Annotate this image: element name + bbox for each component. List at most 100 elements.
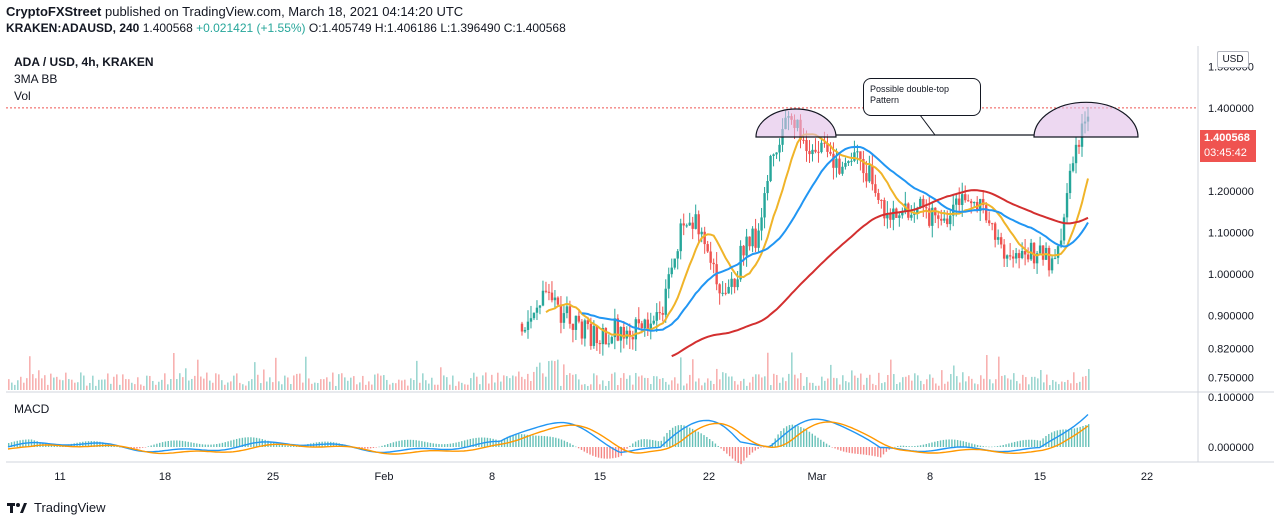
- candle-body: [718, 284, 721, 294]
- macd-histogram-bar: [834, 447, 836, 449]
- volume-bar: [1067, 379, 1069, 390]
- volume-bar: [887, 375, 889, 390]
- volume-bar: [935, 383, 937, 390]
- volume-bar: [851, 370, 853, 390]
- volume-bar: [986, 355, 988, 390]
- volume-bar: [989, 379, 991, 390]
- macd-histogram-bar: [161, 442, 164, 447]
- candle-body: [1047, 247, 1051, 271]
- macd-histogram-bar: [663, 436, 665, 447]
- volume-bar: [830, 364, 832, 390]
- volume-bar: [977, 384, 979, 390]
- y-tick-label: 0.820000: [1208, 344, 1254, 356]
- volume-bar: [758, 374, 760, 390]
- footer-brand[interactable]: TradingView: [6, 500, 106, 515]
- volume-bar: [422, 373, 424, 390]
- publisher-name[interactable]: CryptoFXStreet: [6, 4, 102, 19]
- macd-histogram-bar: [1082, 426, 1084, 447]
- volume-bar: [419, 382, 421, 390]
- volume-bar: [392, 382, 394, 390]
- macd-histogram-bar: [170, 440, 172, 447]
- candle-body: [874, 184, 877, 194]
- macd-histogram-bar: [415, 440, 417, 447]
- macd-pane-label[interactable]: MACD: [14, 402, 50, 416]
- volume-bar: [308, 378, 310, 390]
- volume-bar: [677, 383, 679, 390]
- candle-body: [1017, 253, 1021, 259]
- volume-bar: [1007, 378, 1009, 390]
- candle-body: [931, 207, 934, 226]
- legend-title[interactable]: ADA / USD, 4h, KRAKEN: [14, 55, 154, 69]
- volume-bar: [182, 377, 184, 390]
- volume-bar: [626, 378, 628, 390]
- volume-bar: [293, 375, 295, 390]
- volume-bar: [1058, 384, 1060, 390]
- macd-histogram-bar: [646, 439, 648, 447]
- volume-bar: [245, 385, 247, 390]
- legend-indicator-bb[interactable]: 3MA BB: [14, 72, 58, 86]
- volume-bar: [380, 375, 382, 390]
- volume-bar: [494, 382, 496, 390]
- volume-bar: [131, 382, 133, 390]
- candle-body: [987, 220, 991, 224]
- volume-bar: [1037, 378, 1039, 390]
- macd-histogram-bar: [421, 441, 423, 447]
- x-tick-label: 15: [1034, 471, 1046, 483]
- candle-body: [898, 215, 901, 218]
- candle-body: [916, 207, 919, 214]
- macd-histogram-bar: [828, 445, 831, 447]
- volume-bar: [521, 376, 523, 390]
- macd-histogram-bar: [637, 440, 640, 447]
- candle-body: [901, 212, 904, 216]
- candle-body: [595, 326, 599, 344]
- macd-histogram-bar: [563, 440, 566, 447]
- macd-histogram-bar: [540, 435, 543, 447]
- volume-bar: [1043, 382, 1045, 390]
- legend-indicator-vol[interactable]: Vol: [14, 89, 31, 103]
- macd-histogram-bar: [680, 424, 682, 447]
- volume-bar: [512, 375, 514, 390]
- candle-body: [529, 318, 533, 322]
- volume-bar: [776, 374, 778, 390]
- volume-bar: [227, 382, 229, 390]
- volume-bar: [365, 384, 367, 390]
- macd-histogram-bar: [845, 447, 848, 453]
- volume-bar: [662, 378, 664, 390]
- volume-bar: [716, 368, 718, 390]
- macd-histogram-bar: [592, 447, 594, 456]
- currency-button[interactable]: USD: [1217, 51, 1249, 68]
- candle-body: [1008, 255, 1012, 257]
- candle-body: [984, 205, 988, 221]
- macd-histogram-bar: [626, 447, 628, 449]
- volume-bar: [323, 379, 325, 390]
- last-price: 1.400568: [142, 21, 193, 35]
- macd-histogram-bar: [763, 447, 765, 448]
- volume-bar: [506, 376, 508, 390]
- volume-bar: [734, 381, 736, 390]
- volume-bar: [809, 382, 811, 390]
- volume-bar: [608, 381, 610, 390]
- volume-bar: [59, 379, 61, 390]
- volume-bar: [80, 372, 82, 390]
- candle-body: [970, 201, 973, 204]
- volume-bar: [98, 379, 100, 390]
- macd-histogram-bar: [141, 447, 144, 448]
- candle-body: [892, 208, 895, 220]
- candle-body: [1020, 250, 1024, 259]
- volume-bar: [62, 380, 64, 390]
- volume-bar: [815, 385, 817, 390]
- candle-body: [940, 218, 943, 221]
- volume-bar: [482, 375, 484, 390]
- volume-bar: [992, 383, 994, 390]
- candle-body: [1041, 245, 1045, 260]
- candle-body: [619, 327, 623, 341]
- volume-bar: [1073, 372, 1075, 390]
- volume-bar: [728, 376, 730, 390]
- candle-body: [571, 323, 575, 330]
- volume-bar: [617, 385, 619, 390]
- macd-histogram-bar: [885, 447, 888, 452]
- macd-histogram-bar: [147, 446, 150, 447]
- volume-bar: [77, 382, 79, 390]
- macd-histogram-bar: [589, 447, 591, 455]
